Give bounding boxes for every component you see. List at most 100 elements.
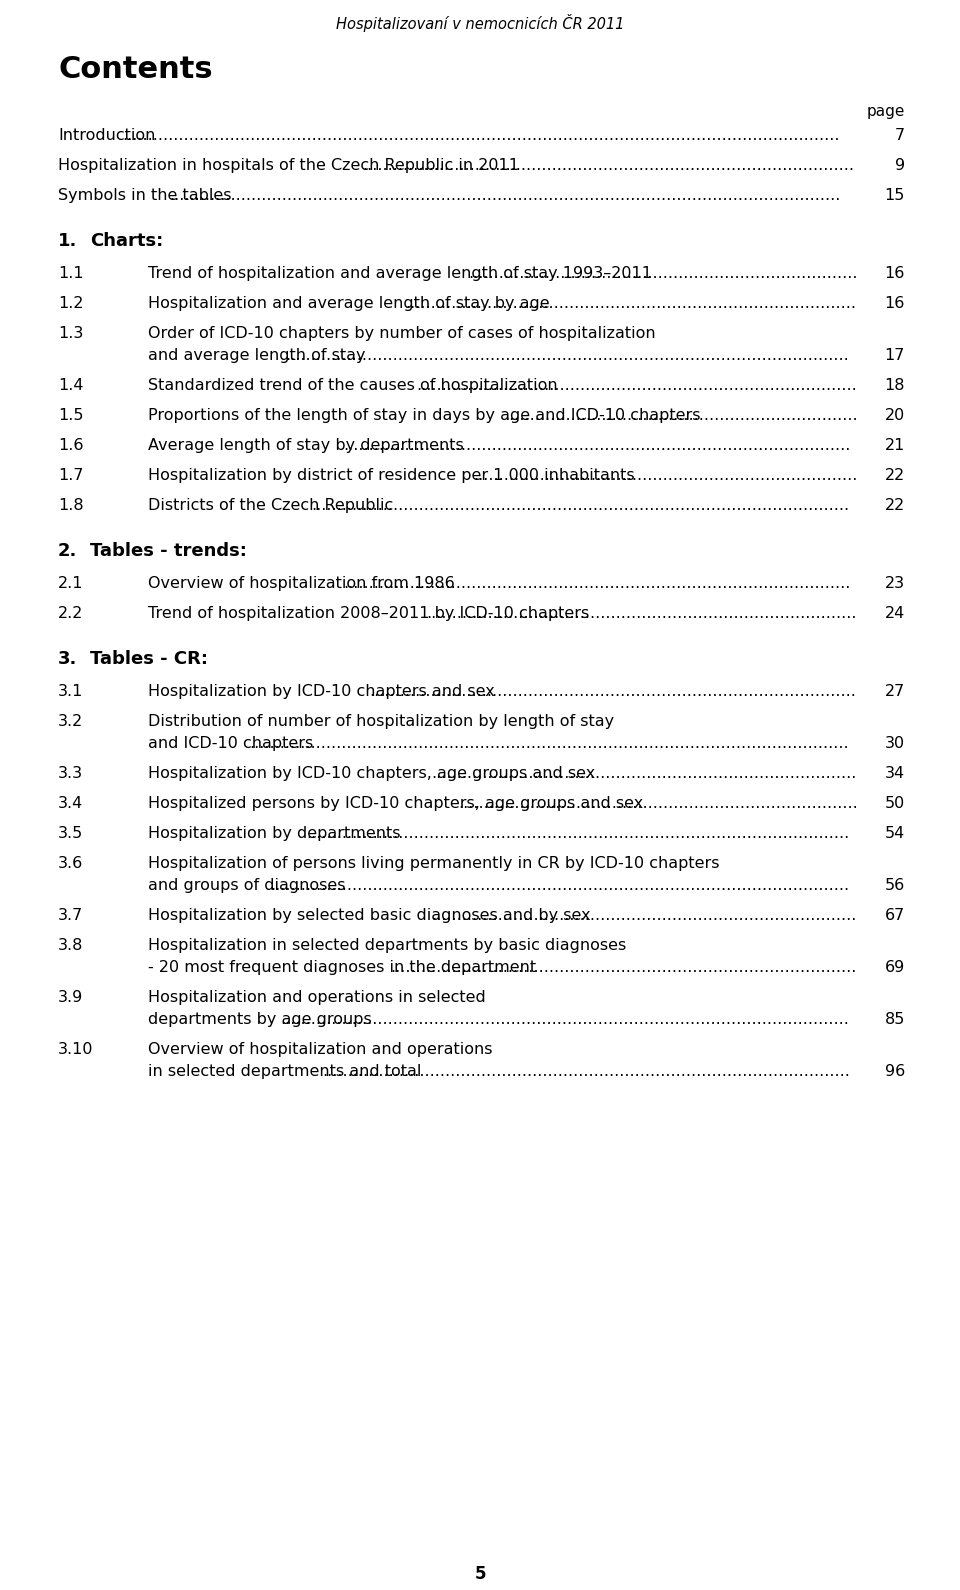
Text: Standardized trend of the causes of hospitalization: Standardized trend of the causes of hosp… xyxy=(148,378,558,393)
Text: Tables - trends:: Tables - trends: xyxy=(90,542,247,560)
Text: 18: 18 xyxy=(884,378,905,393)
Text: 1.1: 1.1 xyxy=(58,266,84,281)
Text: ..............................................................................: ........................................… xyxy=(458,797,857,811)
Text: ................................................................................: ........................................… xyxy=(343,576,851,591)
Text: 34: 34 xyxy=(885,766,905,781)
Text: 3.8: 3.8 xyxy=(58,938,84,952)
Text: 20: 20 xyxy=(885,409,905,423)
Text: Hospitalized persons by ICD-10 chapters, age groups and sex: Hospitalized persons by ICD-10 chapters,… xyxy=(148,797,643,811)
Text: 3.: 3. xyxy=(58,650,78,668)
Text: 3.9: 3.9 xyxy=(58,991,84,1005)
Text: 3.4: 3.4 xyxy=(58,797,84,811)
Text: ................................................................................: ........................................… xyxy=(369,684,856,700)
Text: Tables - CR:: Tables - CR: xyxy=(90,650,208,668)
Text: 3.2: 3.2 xyxy=(58,714,84,728)
Text: Hospitalization by district of residence per 1 000 inhabitants: Hospitalization by district of residence… xyxy=(148,467,635,483)
Text: 24: 24 xyxy=(885,606,905,622)
Text: 7: 7 xyxy=(895,129,905,143)
Text: 3.6: 3.6 xyxy=(58,855,84,871)
Text: Hospitalizovaní v nemocnicích ČR 2011: Hospitalizovaní v nemocnicích ČR 2011 xyxy=(336,14,624,32)
Text: Hospitalization in selected departments by basic diagnoses: Hospitalization in selected departments … xyxy=(148,938,626,952)
Text: Contents: Contents xyxy=(58,56,212,84)
Text: Trend of hospitalization 2008–2011 by ICD-10 chapters: Trend of hospitalization 2008–2011 by IC… xyxy=(148,606,589,622)
Text: Hospitalization and average length of stay by age: Hospitalization and average length of st… xyxy=(148,296,550,312)
Text: 69: 69 xyxy=(885,960,905,975)
Text: 56: 56 xyxy=(885,878,905,894)
Text: Hospitalization of persons living permanently in CR by ICD-10 chapters: Hospitalization of persons living perman… xyxy=(148,855,719,871)
Text: 2.2: 2.2 xyxy=(58,606,84,622)
Text: 5: 5 xyxy=(474,1565,486,1584)
Text: Trend of hospitalization and average length of stay 1993–2011: Trend of hospitalization and average len… xyxy=(148,266,652,281)
Text: ................................................................................: ........................................… xyxy=(286,348,850,363)
Text: 23: 23 xyxy=(885,576,905,591)
Text: 3.7: 3.7 xyxy=(58,908,84,924)
Text: 30: 30 xyxy=(885,736,905,750)
Text: Introduction: Introduction xyxy=(58,129,156,143)
Text: 9: 9 xyxy=(895,157,905,173)
Text: Districts of the Czech Republic: Districts of the Czech Republic xyxy=(148,498,394,514)
Text: ................................................................................: ........................................… xyxy=(390,960,856,975)
Text: ................................................................................: ........................................… xyxy=(343,437,851,453)
Text: and average length of stay: and average length of stay xyxy=(148,348,366,363)
Text: 27: 27 xyxy=(885,684,905,700)
Text: 67: 67 xyxy=(885,908,905,924)
Text: ................................................................................: ........................................… xyxy=(312,498,850,514)
Text: 3.5: 3.5 xyxy=(58,825,84,841)
Text: 1.6: 1.6 xyxy=(58,437,84,453)
Text: - 20 most frequent diagnoses in the department: - 20 most frequent diagnoses in the depa… xyxy=(148,960,536,975)
Text: 3.10: 3.10 xyxy=(58,1041,93,1057)
Text: Hospitalization by ICD-10 chapters and sex: Hospitalization by ICD-10 chapters and s… xyxy=(148,684,494,700)
Text: 2.1: 2.1 xyxy=(58,576,84,591)
Text: ................................................................................: ........................................… xyxy=(280,1011,850,1027)
Text: 1.4: 1.4 xyxy=(58,378,84,393)
Text: Hospitalization and operations in selected: Hospitalization and operations in select… xyxy=(148,991,486,1005)
Text: 1.3: 1.3 xyxy=(58,326,84,340)
Text: 3.1: 3.1 xyxy=(58,684,84,700)
Text: 54: 54 xyxy=(885,825,905,841)
Text: ................................................................................: ........................................… xyxy=(416,378,856,393)
Text: and ICD-10 chapters: and ICD-10 chapters xyxy=(148,736,313,750)
Text: 22: 22 xyxy=(885,498,905,514)
Text: Distribution of number of hospitalization by length of stay: Distribution of number of hospitalizatio… xyxy=(148,714,614,728)
Text: ................................................................................: ........................................… xyxy=(363,157,854,173)
Text: 16: 16 xyxy=(884,266,905,281)
Text: ................................................................................: ........................................… xyxy=(170,188,841,204)
Text: Proportions of the length of stay in days by age and ICD-10 chapters: Proportions of the length of stay in day… xyxy=(148,409,701,423)
Text: Hospitalization in hospitals of the Czech Republic in 2011: Hospitalization in hospitals of the Czec… xyxy=(58,157,519,173)
Text: Hospitalization by ICD-10 chapters, age groups and sex: Hospitalization by ICD-10 chapters, age … xyxy=(148,766,595,781)
Text: ................................................................................: ........................................… xyxy=(249,736,849,750)
Text: 17: 17 xyxy=(884,348,905,363)
Text: ............................................................................: ........................................… xyxy=(468,266,857,281)
Text: page: page xyxy=(867,103,905,119)
Text: Overview of hospitalization and operations: Overview of hospitalization and operatio… xyxy=(148,1041,492,1057)
Text: ................................................................................: ........................................… xyxy=(426,606,857,622)
Text: 1.5: 1.5 xyxy=(58,409,84,423)
Text: 1.8: 1.8 xyxy=(58,498,84,514)
Text: 2.: 2. xyxy=(58,542,78,560)
Text: 16: 16 xyxy=(884,296,905,312)
Text: ................................................................................: ........................................… xyxy=(270,878,849,894)
Text: departments by age groups: departments by age groups xyxy=(148,1011,372,1027)
Text: 3.3: 3.3 xyxy=(58,766,84,781)
Text: and groups of diagnoses: and groups of diagnoses xyxy=(148,878,346,894)
Text: Overview of hospitalization from 1986: Overview of hospitalization from 1986 xyxy=(148,576,455,591)
Text: Hospitalization by departments: Hospitalization by departments xyxy=(148,825,400,841)
Text: 96: 96 xyxy=(885,1064,905,1080)
Text: 1.: 1. xyxy=(58,232,78,250)
Text: in selected departments and total: in selected departments and total xyxy=(148,1064,421,1080)
Text: ................................................................................: ........................................… xyxy=(432,766,857,781)
Text: Hospitalization by selected basic diagnoses and by sex: Hospitalization by selected basic diagno… xyxy=(148,908,590,924)
Text: Average length of stay by departments: Average length of stay by departments xyxy=(148,437,464,453)
Text: 1.7: 1.7 xyxy=(58,467,84,483)
Text: Order of ICD-10 chapters by number of cases of hospitalization: Order of ICD-10 chapters by number of ca… xyxy=(148,326,656,340)
Text: ................................................................................: ........................................… xyxy=(306,825,850,841)
Text: 21: 21 xyxy=(884,437,905,453)
Text: ................................................................................: ........................................… xyxy=(432,908,857,924)
Text: Charts:: Charts: xyxy=(90,232,163,250)
Text: ...........................................................................: ........................................… xyxy=(473,467,858,483)
Text: ................................................................................: ........................................… xyxy=(406,296,856,312)
Text: 85: 85 xyxy=(884,1011,905,1027)
Text: 50: 50 xyxy=(885,797,905,811)
Text: 22: 22 xyxy=(885,467,905,483)
Text: 15: 15 xyxy=(884,188,905,204)
